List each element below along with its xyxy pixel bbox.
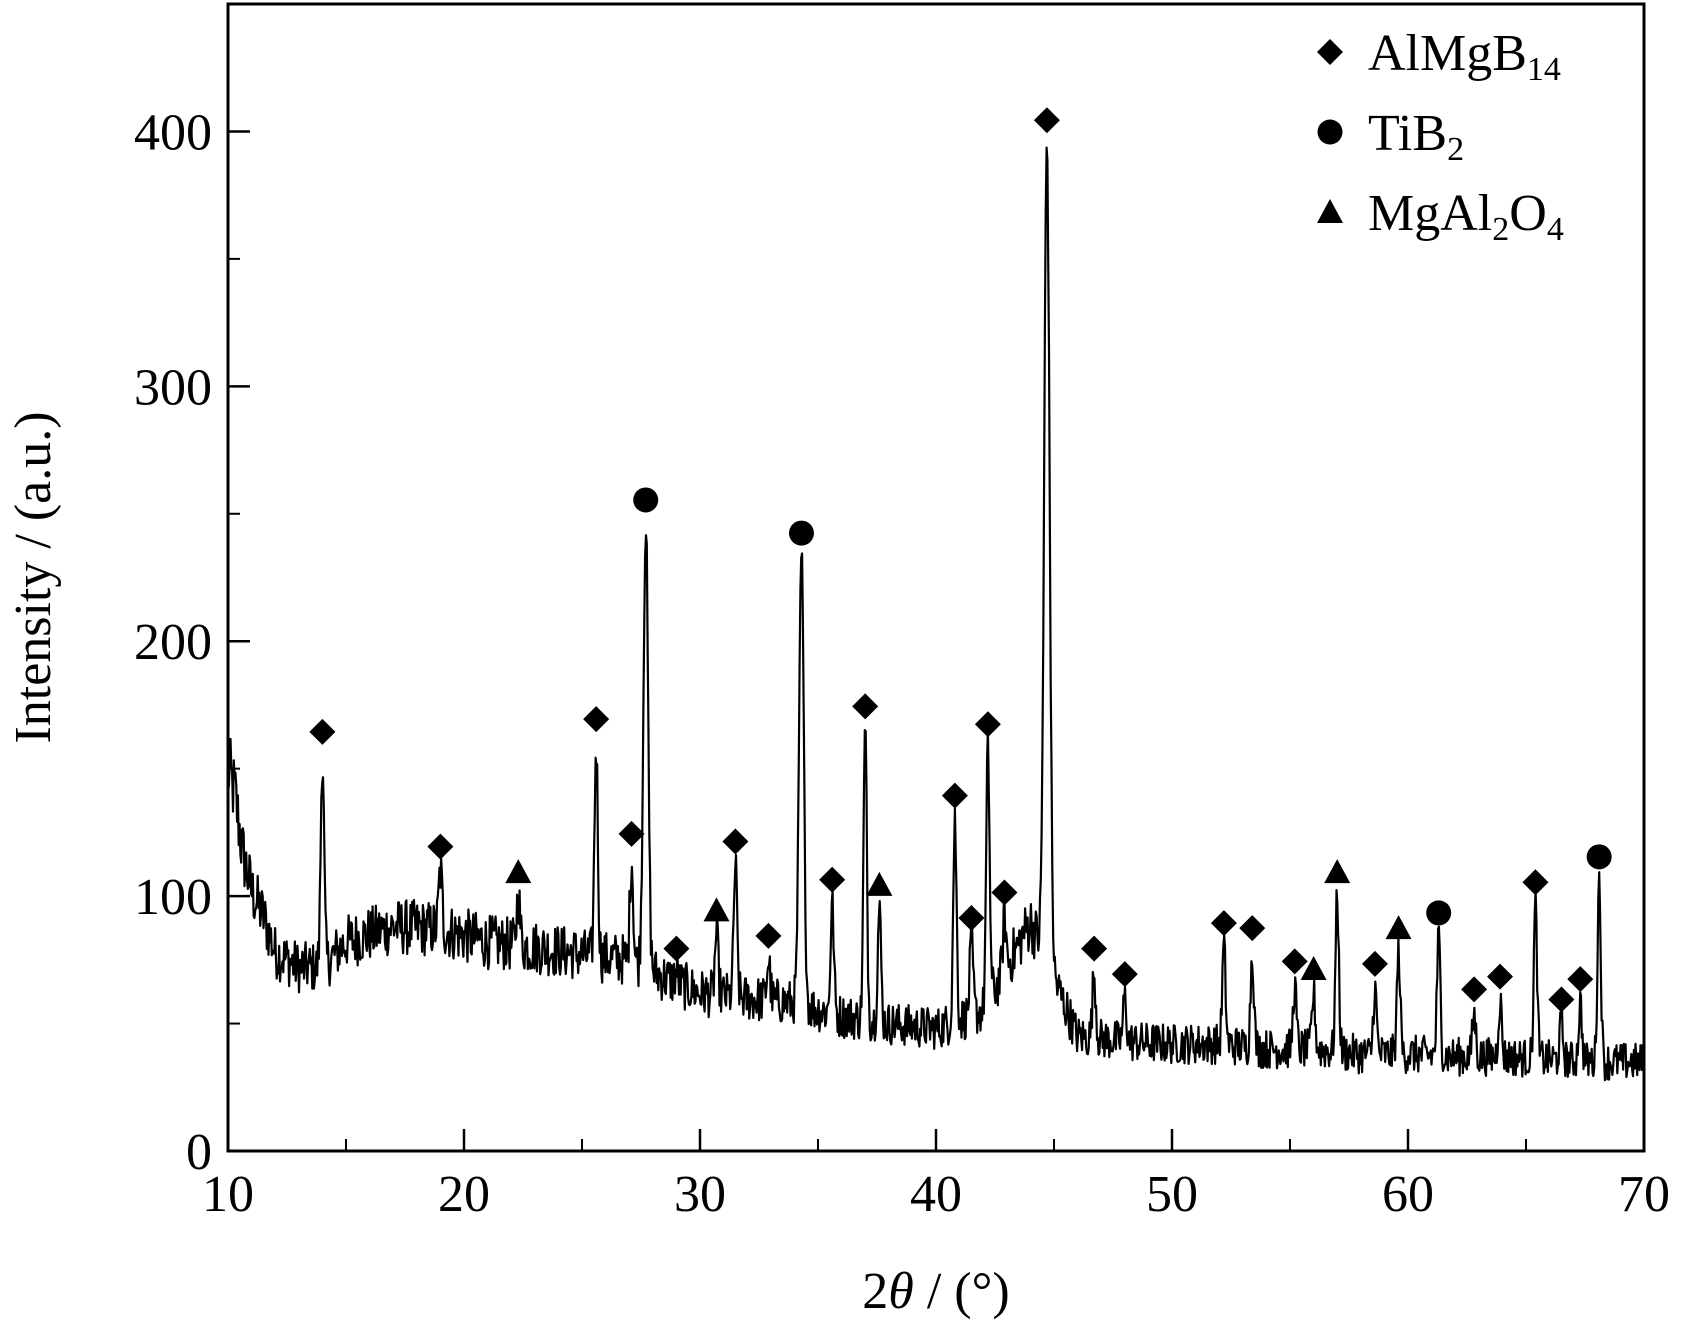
peak-marker-triangle <box>866 871 893 896</box>
peak-marker-diamond <box>663 935 690 962</box>
peak-marker-diamond <box>755 922 782 949</box>
peak-marker-circle <box>633 487 659 513</box>
xrd-pattern-line <box>226 146 1645 1082</box>
peak-marker-triangle <box>1324 859 1351 884</box>
peak-marker-diamond <box>1081 935 1108 962</box>
x-tick-label: 10 <box>202 1166 254 1223</box>
peak-marker-diamond <box>1239 915 1266 942</box>
y-axis-title: Intensity / (a.u.) <box>5 411 62 743</box>
peak-marker-diamond <box>618 820 645 847</box>
y-tick-label: 400 <box>134 104 212 161</box>
peak-marker-triangle <box>1385 915 1412 940</box>
peak-marker-circle <box>788 520 814 546</box>
x-tick-label: 60 <box>1382 1166 1434 1223</box>
peak-marker-triangle <box>505 859 532 884</box>
legend: AlMgB14 TiB2 MgAl2O4 <box>1317 25 1564 248</box>
peak-marker-diamond <box>1567 966 1594 993</box>
peak-marker-diamond <box>1487 963 1514 990</box>
peak-marker-diamond <box>1111 961 1138 988</box>
y-tick-label: 0 <box>186 1124 212 1181</box>
legend-marker-triangle <box>1317 199 1343 223</box>
peak-marker-diamond <box>1361 950 1388 977</box>
peak-marker-diamond <box>1210 910 1237 937</box>
peak-marker-diamond <box>583 706 610 733</box>
plot-frame <box>226 2 1646 1153</box>
peak-marker-diamond <box>1548 986 1575 1013</box>
peak-marker-triangle <box>703 897 730 922</box>
peak-marker-diamond <box>974 711 1001 738</box>
legend-entry-diamond: AlMgB14 <box>1368 25 1561 88</box>
legend-marker-diamond <box>1317 39 1343 65</box>
peak-marker-diamond <box>1461 976 1488 1003</box>
x-tick-label: 70 <box>1618 1166 1670 1223</box>
y-tick-label: 100 <box>134 869 212 926</box>
y-tick-label: 300 <box>134 359 212 416</box>
peak-marker-diamond <box>991 879 1018 906</box>
peak-marker-circle <box>1426 900 1452 926</box>
peak-marker-diamond <box>1033 107 1060 134</box>
peak-marker-diamond <box>1522 869 1549 896</box>
x-tick-label: 30 <box>674 1166 726 1223</box>
plot-area <box>226 107 1645 1082</box>
legend-marker-circle <box>1317 119 1343 145</box>
x-tick-label: 40 <box>910 1166 962 1223</box>
peak-marker-diamond <box>1281 948 1308 975</box>
x-tick-label: 50 <box>1146 1166 1198 1223</box>
peak-marker-diamond <box>722 828 749 855</box>
axes: 10 20 30 40 50 60 70 0 100 200 300 400 2θ / (°) Inten… <box>5 2 1670 1320</box>
peak-marker-diamond <box>852 693 879 720</box>
y-tick-label: 200 <box>134 614 212 671</box>
peak-marker-diamond <box>958 904 985 931</box>
peak-marker-diamond <box>941 782 968 809</box>
peak-marker-diamond <box>309 718 336 745</box>
legend-entry-circle: TiB2 <box>1368 105 1464 168</box>
peak-marker-diamond <box>819 866 846 893</box>
x-axis-title: 2θ / (°) <box>862 1263 1009 1320</box>
peak-marker-triangle <box>1300 955 1327 980</box>
peak-marker-circle <box>1586 844 1612 870</box>
legend-entry-triangle: MgAl2O4 <box>1368 185 1564 248</box>
x-tick-label: 20 <box>438 1166 490 1223</box>
peak-marker-diamond <box>427 833 454 860</box>
